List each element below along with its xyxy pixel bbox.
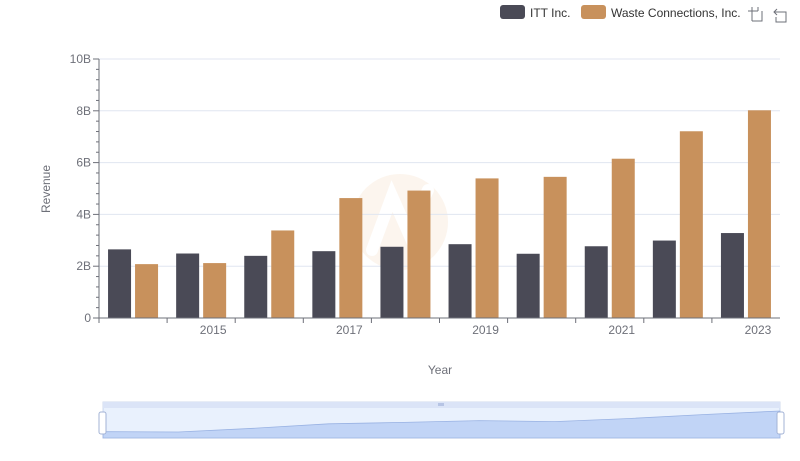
- bar-waste-connections-2021[interactable]: [611, 158, 635, 318]
- bar-waste-connections-2018[interactable]: [407, 190, 431, 318]
- y-tick-label: 0: [84, 311, 91, 325]
- data-zoom-slider[interactable]: [98, 401, 785, 439]
- bar-itt-2020[interactable]: [516, 253, 540, 318]
- legend-swatch-1[interactable]: [581, 5, 606, 19]
- legend-label-0[interactable]: ITT Inc.: [530, 6, 570, 20]
- y-tick-label: 4B: [76, 207, 91, 221]
- zoom-handle-left[interactable]: [98, 411, 107, 435]
- y-axis: 0 2B 4B 6B 8B 10B: [70, 52, 100, 325]
- x-axis: 2015 2017 2019 2021 2023: [98, 317, 780, 337]
- bar-waste-connections-2022[interactable]: [679, 131, 703, 318]
- bar-waste-connections-2014[interactable]: [135, 264, 159, 318]
- x-tick-label: 2015: [200, 323, 227, 337]
- bar-itt-2023[interactable]: [720, 233, 744, 318]
- legend-swatch-0[interactable]: [500, 5, 525, 19]
- bar-waste-connections-2019[interactable]: [475, 178, 499, 318]
- data-zoom-icon[interactable]: [748, 7, 763, 22]
- x-tick-label: 2021: [608, 323, 635, 337]
- x-tick-label: 2019: [472, 323, 499, 337]
- bar-itt-2022[interactable]: [652, 240, 676, 318]
- bar-waste-connections-2015[interactable]: [203, 263, 227, 318]
- legend-label-1[interactable]: Waste Connections, Inc.: [611, 6, 741, 20]
- bar-itt-2019[interactable]: [448, 244, 472, 318]
- bar-itt-2015[interactable]: [176, 253, 200, 318]
- restore-icon[interactable]: [773, 8, 787, 23]
- gridlines: [99, 58, 780, 267]
- x-tick-label: 2017: [336, 323, 363, 337]
- y-tick-label: 8B: [76, 104, 91, 118]
- zoom-handle-center-icon[interactable]: [438, 403, 444, 406]
- zoom-data-shadow: [102, 410, 781, 439]
- bar-itt-2018[interactable]: [380, 246, 404, 318]
- bars: [108, 110, 771, 318]
- x-tick-label: 2023: [745, 323, 772, 337]
- bar-itt-2016[interactable]: [244, 255, 268, 318]
- bar-waste-connections-2016[interactable]: [271, 230, 295, 318]
- zoom-handle-right[interactable]: [776, 411, 785, 435]
- y-tick-label: 2B: [76, 259, 91, 273]
- bar-waste-connections-2017[interactable]: [339, 198, 363, 318]
- y-axis-title: Revenue: [39, 165, 53, 213]
- bar-waste-connections-2023[interactable]: [747, 110, 771, 318]
- bar-itt-2014[interactable]: [108, 249, 132, 318]
- legend: ITT Inc. Waste Connections, Inc.: [500, 5, 741, 20]
- y-tick-label: 10B: [70, 52, 91, 66]
- y-tick-label: 6B: [76, 156, 91, 170]
- bar-itt-2017[interactable]: [312, 251, 336, 318]
- x-axis-title: Year: [428, 363, 452, 377]
- bar-waste-connections-2020[interactable]: [543, 176, 567, 318]
- bar-itt-2021[interactable]: [584, 246, 608, 318]
